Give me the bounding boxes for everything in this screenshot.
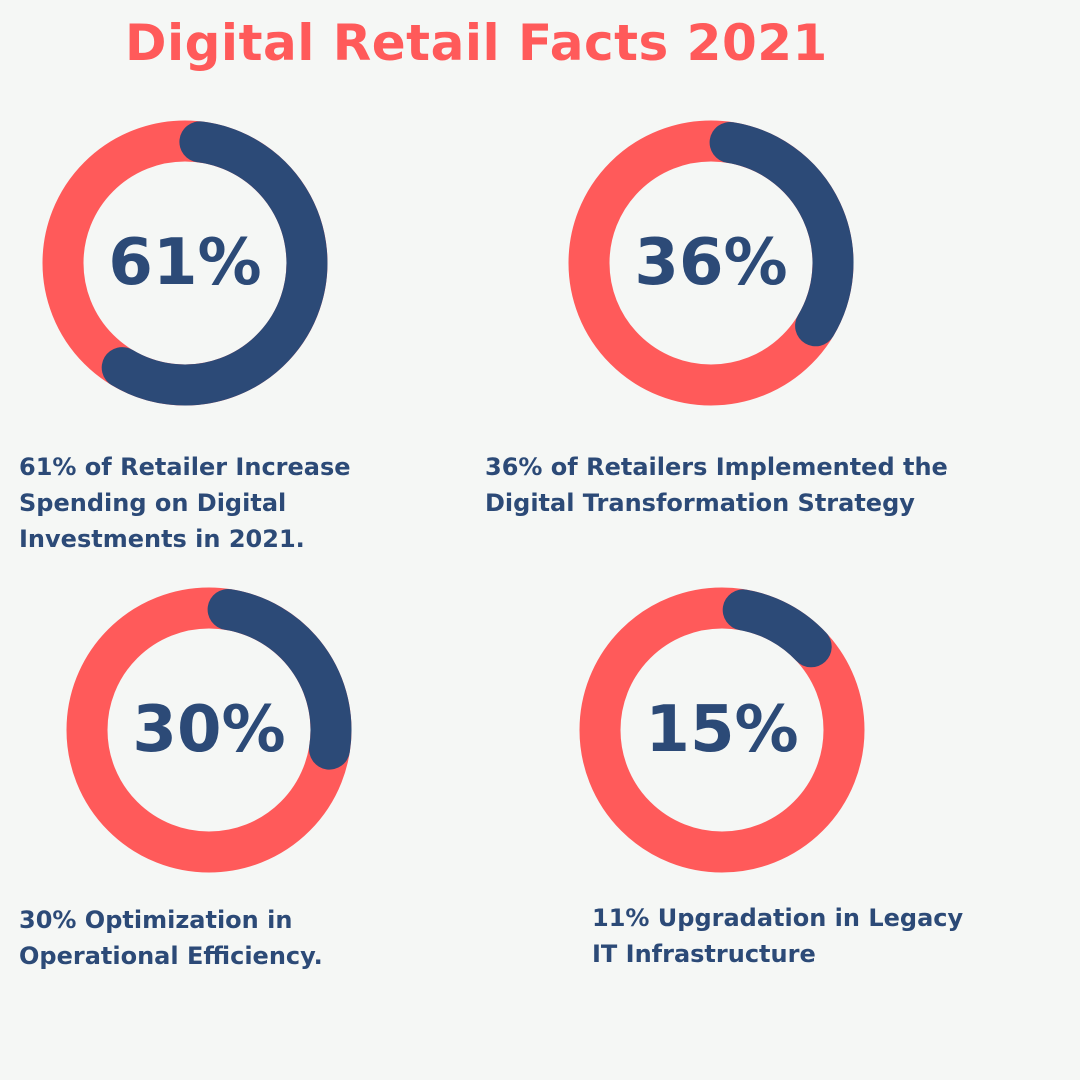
donut-chart-15: 15% xyxy=(572,580,872,880)
donut-value-arc xyxy=(709,122,854,347)
caption-line: IT Infrastructure xyxy=(592,940,816,968)
caption-line: 36% of Retailers Implemented the xyxy=(485,453,948,481)
donut-value-arc xyxy=(722,589,832,668)
donut-center-label: 15% xyxy=(645,693,799,767)
caption-line: Investments in 2021. xyxy=(19,525,305,553)
donut-chart-36: 36% xyxy=(561,113,861,413)
donut-value-arc xyxy=(101,121,328,406)
caption-line: Digital Transformation Strategy xyxy=(485,489,915,517)
donut-ring xyxy=(568,120,854,406)
donut-chart-30: 30% xyxy=(59,580,359,880)
caption-line: 11% Upgradation in Legacy xyxy=(592,904,964,932)
caption-line: 30% Optimization in xyxy=(19,906,293,934)
caption-30: 30% Optimization in Operational Efficien… xyxy=(19,902,323,974)
caption-line: Spending on Digital xyxy=(19,489,287,517)
caption-line: 61% of Retailer Increase xyxy=(19,453,351,481)
donut-value-arc xyxy=(207,589,352,770)
donut-ring xyxy=(42,120,328,406)
caption-11: 11% Upgradation in Legacy IT Infrastruct… xyxy=(592,900,963,972)
donut-center-label: 61% xyxy=(108,226,262,300)
donut-center-label: 36% xyxy=(634,226,788,300)
donut-ring xyxy=(66,587,352,873)
infographic-title: Digital Retail Facts 2021 xyxy=(125,14,828,72)
caption-61: 61% of Retailer Increase Spending on Dig… xyxy=(19,449,351,557)
caption-line: Operational Efficiency. xyxy=(19,942,323,970)
donut-chart-61: 61% xyxy=(35,113,335,413)
caption-36: 36% of Retailers Implemented the Digital… xyxy=(485,449,948,521)
donut-ring xyxy=(579,587,865,873)
donut-center-label: 30% xyxy=(132,693,286,767)
